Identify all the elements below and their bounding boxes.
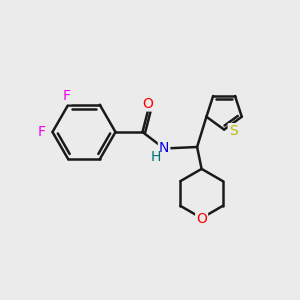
Text: F: F: [63, 89, 71, 103]
Text: N: N: [159, 142, 169, 155]
Text: F: F: [38, 125, 46, 139]
Text: O: O: [142, 97, 153, 110]
Text: S: S: [229, 124, 238, 138]
Text: O: O: [196, 212, 207, 226]
Text: H: H: [151, 150, 161, 164]
